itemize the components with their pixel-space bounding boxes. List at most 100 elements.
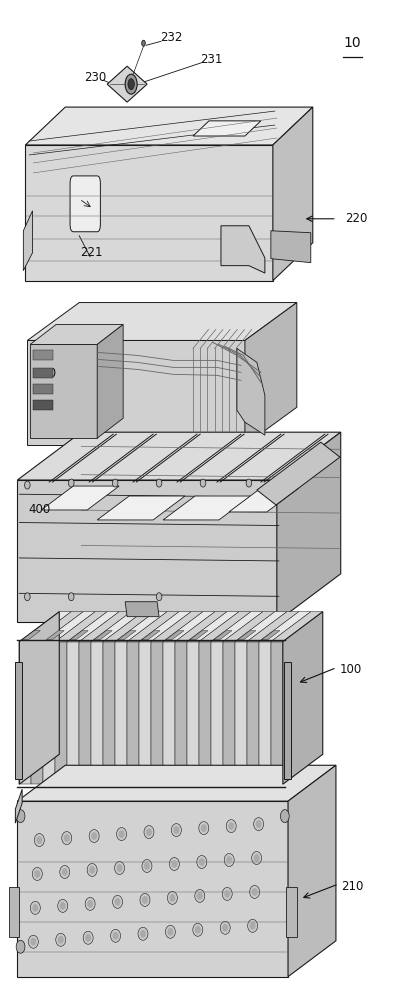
Ellipse shape xyxy=(91,832,97,840)
Polygon shape xyxy=(151,642,163,784)
Ellipse shape xyxy=(251,852,261,864)
Ellipse shape xyxy=(16,940,25,953)
Polygon shape xyxy=(70,631,88,640)
Polygon shape xyxy=(236,348,264,435)
Ellipse shape xyxy=(60,902,66,910)
Ellipse shape xyxy=(253,818,263,831)
Polygon shape xyxy=(19,612,59,784)
Polygon shape xyxy=(14,662,22,779)
Polygon shape xyxy=(23,211,32,271)
Ellipse shape xyxy=(142,859,152,872)
Ellipse shape xyxy=(249,885,259,898)
Bar xyxy=(33,400,53,410)
Ellipse shape xyxy=(144,826,154,839)
Ellipse shape xyxy=(192,923,202,936)
Bar xyxy=(33,368,53,378)
Ellipse shape xyxy=(58,899,67,912)
Ellipse shape xyxy=(171,860,177,868)
Ellipse shape xyxy=(224,890,230,898)
Polygon shape xyxy=(125,602,159,617)
Ellipse shape xyxy=(156,593,162,601)
Polygon shape xyxy=(43,642,55,784)
Ellipse shape xyxy=(222,887,232,900)
Ellipse shape xyxy=(16,810,25,823)
Text: 230: 230 xyxy=(84,71,106,84)
Ellipse shape xyxy=(156,479,162,487)
Ellipse shape xyxy=(198,858,204,866)
Ellipse shape xyxy=(167,891,177,904)
Text: 210: 210 xyxy=(341,880,363,893)
Ellipse shape xyxy=(24,593,30,601)
Polygon shape xyxy=(19,612,71,642)
Ellipse shape xyxy=(68,479,74,487)
Ellipse shape xyxy=(200,824,206,832)
Text: 10: 10 xyxy=(343,36,360,50)
Polygon shape xyxy=(139,612,190,642)
Polygon shape xyxy=(94,631,112,640)
Polygon shape xyxy=(186,642,198,784)
Ellipse shape xyxy=(112,895,122,908)
Polygon shape xyxy=(237,631,255,640)
Polygon shape xyxy=(198,612,250,642)
Polygon shape xyxy=(79,642,91,784)
Ellipse shape xyxy=(144,862,150,870)
Ellipse shape xyxy=(255,820,261,828)
Ellipse shape xyxy=(32,867,42,880)
Polygon shape xyxy=(276,432,340,622)
Polygon shape xyxy=(115,612,167,642)
Polygon shape xyxy=(91,642,103,784)
Ellipse shape xyxy=(118,830,124,838)
Ellipse shape xyxy=(36,836,42,844)
Text: 220: 220 xyxy=(344,212,367,225)
Polygon shape xyxy=(246,612,298,642)
Ellipse shape xyxy=(171,824,181,837)
Ellipse shape xyxy=(114,898,120,906)
Polygon shape xyxy=(287,765,335,977)
Polygon shape xyxy=(190,631,207,640)
Polygon shape xyxy=(15,789,22,823)
Ellipse shape xyxy=(85,934,91,942)
Polygon shape xyxy=(139,642,151,784)
Ellipse shape xyxy=(24,481,30,489)
Polygon shape xyxy=(79,612,131,642)
Ellipse shape xyxy=(30,901,40,914)
Polygon shape xyxy=(55,642,67,784)
Polygon shape xyxy=(229,488,298,512)
Ellipse shape xyxy=(196,892,202,900)
Polygon shape xyxy=(46,631,64,640)
Ellipse shape xyxy=(228,822,234,830)
Polygon shape xyxy=(8,887,19,937)
Ellipse shape xyxy=(226,820,236,833)
Polygon shape xyxy=(221,226,264,273)
Polygon shape xyxy=(174,612,227,642)
Polygon shape xyxy=(97,496,184,520)
Polygon shape xyxy=(27,303,296,340)
Text: 100: 100 xyxy=(339,663,361,676)
Polygon shape xyxy=(258,612,310,642)
Bar xyxy=(33,384,53,394)
Polygon shape xyxy=(223,642,234,784)
Ellipse shape xyxy=(224,854,234,866)
Ellipse shape xyxy=(112,932,118,940)
Ellipse shape xyxy=(125,74,137,94)
Polygon shape xyxy=(244,303,296,445)
Text: 232: 232 xyxy=(160,31,182,44)
Ellipse shape xyxy=(62,832,71,845)
Polygon shape xyxy=(127,612,178,642)
Ellipse shape xyxy=(165,925,175,938)
Polygon shape xyxy=(25,145,272,281)
Polygon shape xyxy=(91,612,143,642)
Text: 400: 400 xyxy=(28,503,50,516)
Polygon shape xyxy=(27,340,244,445)
Polygon shape xyxy=(103,612,155,642)
Ellipse shape xyxy=(89,830,99,843)
Ellipse shape xyxy=(89,866,95,874)
Polygon shape xyxy=(97,324,123,438)
Ellipse shape xyxy=(198,822,208,835)
Polygon shape xyxy=(261,631,279,640)
Polygon shape xyxy=(31,642,43,784)
Polygon shape xyxy=(192,121,260,136)
Ellipse shape xyxy=(60,865,69,878)
Polygon shape xyxy=(286,887,296,937)
Polygon shape xyxy=(163,612,215,642)
